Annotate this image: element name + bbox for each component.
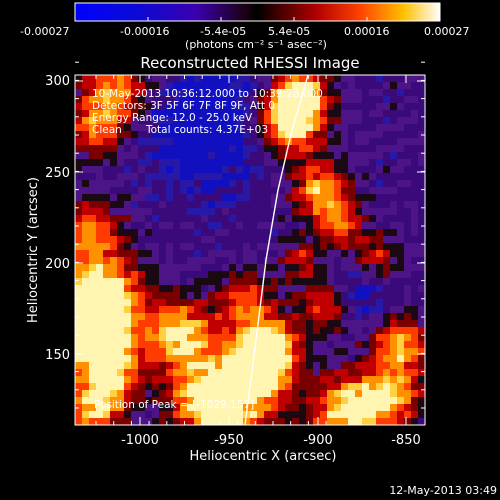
info-clean: Clean [92,124,122,136]
footer-date: 12-May-2013 03:49 [389,484,497,497]
plot-frame [74,74,426,426]
colorbar-tick-label-1: -0.00016 [120,25,169,38]
solar-limb-line [244,75,309,425]
colorbar-tick-label-3: 5.4e-05 [268,25,310,38]
colorbar [74,2,441,22]
info-time-range: 10-May-2013 10:36:12.000 to 10:39:28.000 [92,88,323,100]
info-energy-range: Energy Range: 12.0 - 25.0 keV [92,112,253,124]
y-axis-label: Heliocentric Y (arcsec) [26,177,41,323]
x-tick-label-2: -900 [303,433,333,448]
x-tick-label-0: -1000 [121,433,159,448]
y-tick-label-3: 300 [45,74,70,89]
peak-position: Position of Peak = [-1029,157] [94,399,254,411]
y-tick-label-1: 200 [45,257,70,272]
y-tick-label-0: 150 [45,348,70,363]
colorbar-tick-label-0: -0.00027 [20,25,69,38]
colorbar-ticks [74,17,441,21]
axis-ticks [75,61,425,425]
colorbar-tick-label-2: -5.4e-05 [200,25,246,38]
info-total-counts: Total counts: 4.37E+03 [145,124,268,136]
colorbar-units: (photons cm⁻² s⁻¹ asec⁻²) [185,38,327,51]
colorbar-tick-label-4: 0.00016 [344,25,390,38]
image-title: Reconstructed RHESSI Image [140,54,359,72]
x-tick-label-1: -950 [214,433,244,448]
colorbar-tick-label-5: 0.00027 [424,25,470,38]
y-tick-label-2: 250 [45,166,70,181]
x-tick-label-3: -850 [391,433,421,448]
info-detectors: Detectors: 3F 5F 6F 7F 8F 9F, Att 0 [92,100,275,112]
x-axis-label: Heliocentric X (arcsec) [190,449,337,464]
